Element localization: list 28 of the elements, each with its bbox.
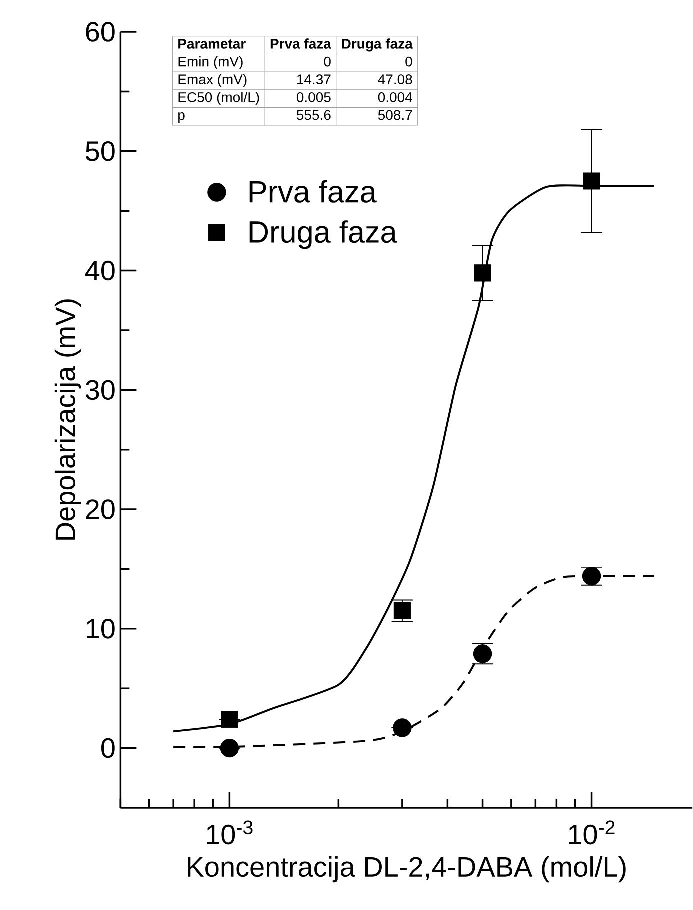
y-tick-label: 10 [87,619,116,639]
x-axis-title: Koncentracija DL-2,4-DABA (mol/L) [188,856,626,883]
y-tick-label: 40 [86,260,116,281]
annotation: Parametar [178,39,246,49]
annotation: 555.6 [297,110,331,120]
y-tick-label: 30 [86,380,116,400]
y-tick-label: 0 [102,738,116,758]
x-tick-label: 10$^{-3}$ [207,820,253,845]
annotation: Druga faza [342,38,414,52]
annotation: 14.37 [298,74,331,85]
annotation: Emin (mV) [178,56,243,70]
annotation: 508.7 [378,110,412,120]
annotation: 0.004 [378,92,413,102]
annotation: 0.005 [297,92,331,102]
y-axis-title: Depolarizacija (mV) [55,300,82,540]
annotation: EC50 (mol/L) [178,92,260,106]
legend-label: Druga faza [250,220,398,250]
annotation: 47.08 [378,74,412,85]
y-tick-label: 20 [86,500,116,520]
x-tick-label: 10$^{-2}$ [569,820,615,845]
annotation: 0 [324,56,332,67]
annotation: Prva faza [271,38,332,49]
y-tick-label: 50 [86,141,116,162]
y-tick-label: 60 [86,22,116,42]
annotation: p [178,112,185,123]
annotation: 0 [406,56,412,67]
annotation: Emax (mV) [178,74,247,88]
legend-label: Prva faza [250,180,378,203]
